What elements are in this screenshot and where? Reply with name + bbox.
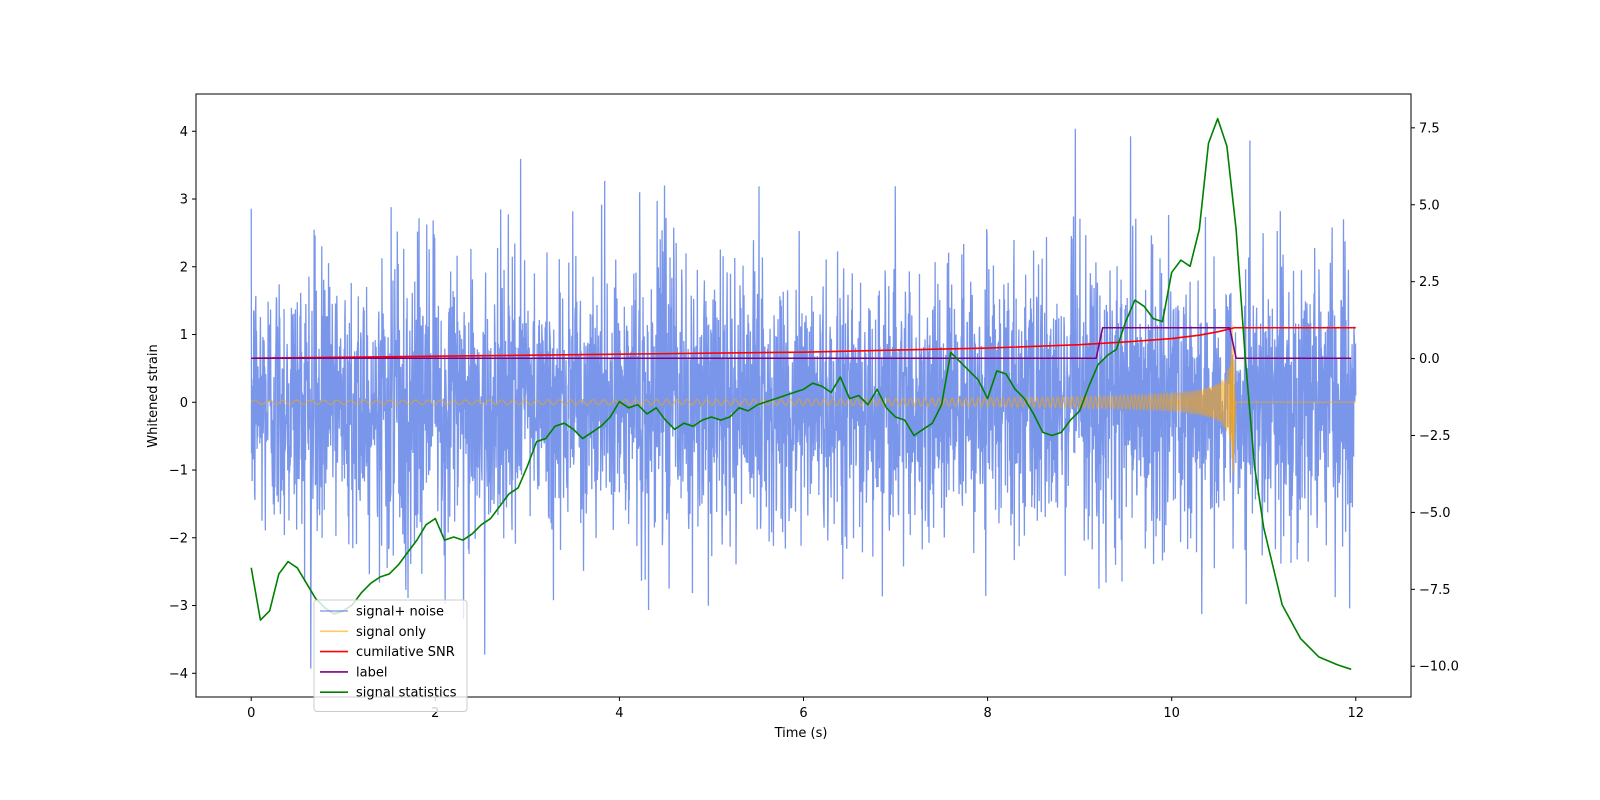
x-tick-label: 4 (615, 706, 623, 721)
x-tick-label: 0 (247, 706, 255, 721)
signal-trough-mark (1229, 402, 1237, 467)
legend-box (313, 599, 468, 712)
x-axis: 0 2 4 6 8 10 12 (247, 697, 1364, 721)
legend-label-signal-statistics: signal statistics (356, 686, 457, 701)
series-signal-noise-line (250, 128, 1357, 669)
y2-tick-label: −7.5 (1419, 583, 1451, 598)
x-axis-label: Time (s) (774, 726, 828, 741)
y-tick-label: −4 (169, 667, 188, 682)
signal-peak-mark (1229, 317, 1236, 403)
y-tick-label: 4 (180, 125, 188, 140)
y2-tick-label: −2.5 (1419, 429, 1451, 444)
y-tick-label: 3 (180, 193, 188, 208)
y2-tick-label: −5.0 (1419, 506, 1451, 521)
y-axis-right: −10.0 −7.5 −5.0 −2.5 0.0 2.5 5.0 7.5 (1411, 121, 1459, 675)
y2-tick-label: 0.0 (1419, 352, 1440, 367)
legend-label-cumilative-snr: cumilative SNR (356, 645, 455, 660)
series-cumilative-snr-line (251, 326, 1356, 360)
y-tick-label: 0 (180, 396, 188, 411)
y-axis-left: −4 −3 −2 −1 0 1 2 3 4 (169, 125, 196, 682)
y2-tick-label: 5.0 (1419, 198, 1440, 213)
series-signal-only-line (250, 356, 1356, 473)
y2-tick-label: 7.5 (1419, 121, 1440, 136)
y2-tick-label: 2.5 (1419, 275, 1440, 290)
x-tick-label: 8 (983, 706, 991, 721)
y-tick-label: −1 (169, 464, 188, 479)
series-signal-statistics-line (250, 117, 1352, 671)
legend: signal+ noise signal only cumilative SNR la… (313, 599, 468, 712)
legend-label-label: label (356, 665, 387, 680)
x-tick-label: 6 (799, 706, 807, 721)
series-label-line (251, 326, 1352, 360)
y-tick-label: 2 (180, 260, 188, 275)
y2-tick-label: −10.0 (1419, 660, 1459, 675)
x-tick-label: 10 (1163, 706, 1180, 721)
series-signal-only (250, 317, 1356, 473)
legend-label-signal-only: signal only (356, 625, 426, 640)
series-layer (250, 117, 1357, 671)
legend-label-signal-noise: signal+ noise (356, 605, 444, 620)
y-tick-label: −2 (169, 531, 188, 546)
y-axis-label: Whitened strain (146, 344, 161, 447)
x-tick-label: 2 (431, 706, 439, 721)
y-tick-label: −3 (169, 599, 188, 614)
y-tick-label: 1 (180, 328, 188, 343)
x-tick-label: 12 (1347, 706, 1364, 721)
